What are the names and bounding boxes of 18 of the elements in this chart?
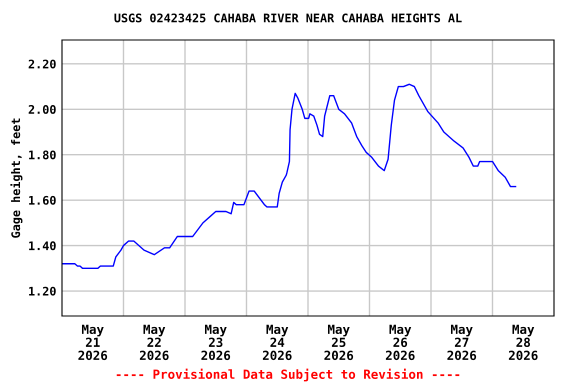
x-tick-label: May 24 2026 xyxy=(262,324,292,360)
x-tick-label: May 28 2026 xyxy=(508,324,538,360)
y-axis-title: Gage height, feet xyxy=(10,118,22,238)
x-tick-label: May 26 2026 xyxy=(386,324,415,360)
x-tick-label: May 23 2026 xyxy=(201,324,230,360)
y-tick-label: 2.00 xyxy=(28,105,56,114)
x-tick-label: May 21 2026 xyxy=(78,324,108,360)
y-tick-label: 2.20 xyxy=(28,60,56,69)
y-tick-label: 1.20 xyxy=(29,286,56,296)
text: ---- Provisional Data Subject to Revision ---- xyxy=(116,368,460,382)
x-tick-label: May 27 2026 xyxy=(447,324,476,360)
y-tick-label: 1.60 xyxy=(29,196,56,205)
chart-title: USGS 02423425 CAHABA RIVER NEAR CAHABA HEIGHTS AL xyxy=(114,13,462,22)
x-tick-label: May 25 2026 xyxy=(324,324,354,360)
x-tick-label: May 22 2026 xyxy=(140,324,169,360)
y-tick-label: 1.80 xyxy=(29,150,56,160)
line-series xyxy=(62,84,516,269)
y-tick-label: 1.40 xyxy=(29,241,56,250)
